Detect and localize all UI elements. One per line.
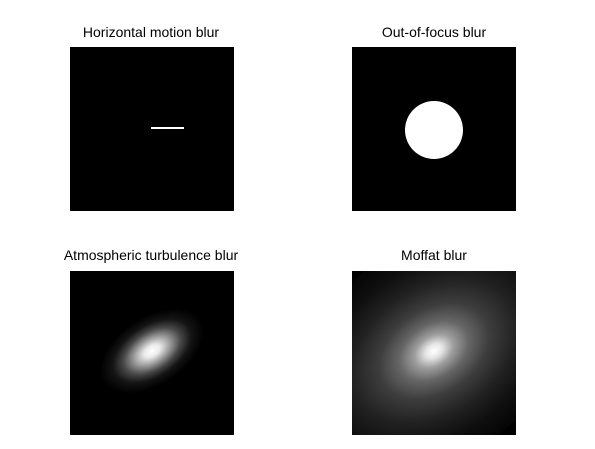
defocus-disk bbox=[405, 101, 463, 159]
panel-title-out-of-focus-blur: Out-of-focus blur bbox=[381, 24, 487, 40]
moffat-blur-kernel-image bbox=[352, 271, 516, 435]
moffat-blur-spot bbox=[352, 271, 516, 435]
atmospheric-turbulence-blur-kernel-image bbox=[70, 271, 234, 435]
gaussian-blur-spot bbox=[99, 308, 205, 394]
out-of-focus-blur-kernel-graphic bbox=[352, 47, 516, 211]
out-of-focus-blur-kernel-image bbox=[352, 47, 516, 211]
panel-title-horizontal-motion-blur: Horizontal motion blur bbox=[82, 24, 220, 40]
horizontal-motion-blur-kernel-graphic bbox=[70, 47, 234, 211]
moffat-blur-kernel-graphic bbox=[352, 271, 516, 435]
motion-blur-line bbox=[151, 127, 184, 129]
panel-title-atmospheric-turbulence-blur: Atmospheric turbulence blur bbox=[63, 247, 239, 263]
atmospheric-turbulence-blur-kernel-graphic bbox=[70, 271, 234, 435]
horizontal-motion-blur-kernel-image bbox=[70, 47, 234, 211]
panel-title-moffat-blur: Moffat blur bbox=[401, 247, 467, 263]
